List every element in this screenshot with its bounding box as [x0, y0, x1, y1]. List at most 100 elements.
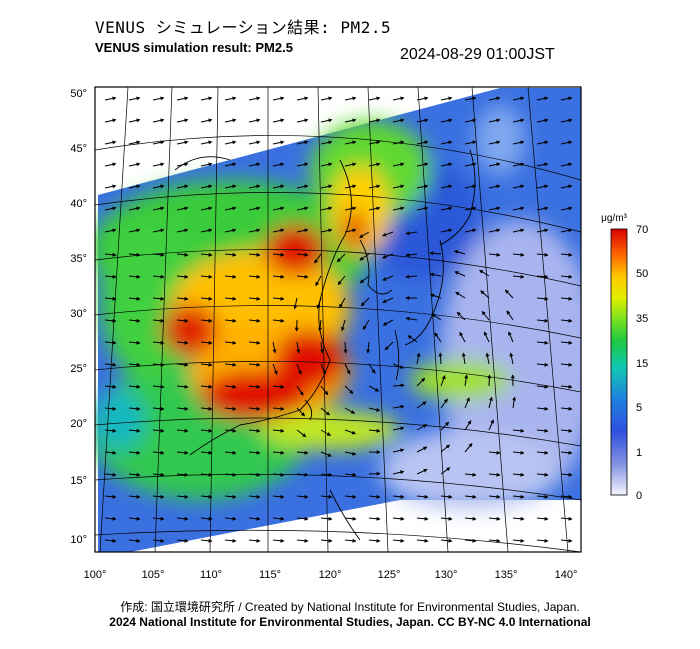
lat-label: 25°	[70, 363, 87, 375]
colorbar-tick: 5	[636, 402, 642, 414]
wind-arrow	[104, 516, 117, 521]
wind-arrow	[272, 118, 285, 123]
wind-arrow	[128, 162, 141, 167]
wind-arrow	[248, 252, 261, 257]
wind-arrow	[314, 253, 322, 264]
wind-arrow	[152, 296, 165, 301]
wind-arrow	[368, 96, 381, 101]
wind-arrow	[104, 318, 117, 323]
wind-arrow	[405, 231, 418, 236]
wind-arrow	[431, 313, 442, 321]
wind-arrow	[320, 184, 333, 189]
wind-arrow	[560, 538, 573, 543]
wind-arrow	[560, 406, 573, 411]
wind-arrow	[152, 362, 165, 367]
wind-arrow	[296, 429, 307, 438]
lat-label: 30°	[70, 308, 87, 320]
wind-arrow	[368, 363, 376, 374]
wind-arrow	[224, 252, 237, 257]
wind-arrow	[536, 384, 549, 389]
wind-arrow	[392, 118, 405, 123]
wind-arrow	[454, 271, 466, 277]
wind-vectors	[104, 96, 573, 543]
wind-arrow	[104, 274, 117, 279]
lon-label: 140°	[555, 569, 578, 581]
wind-arrow	[384, 341, 394, 351]
wind-arrow	[248, 428, 261, 433]
wind-arrow	[176, 472, 189, 477]
wind-arrow	[359, 253, 370, 261]
timestamp-label: 2024-08-29 01:00JST	[400, 46, 555, 63]
wind-arrow	[359, 231, 370, 239]
wind-arrow	[407, 335, 418, 343]
lon-label: 135°	[495, 569, 518, 581]
wind-arrow	[296, 274, 309, 279]
wind-arrow	[128, 274, 141, 279]
wind-arrow	[392, 448, 405, 453]
wind-arrow	[536, 228, 549, 233]
wind-arrow	[176, 228, 189, 233]
wind-arrow	[416, 206, 429, 211]
wind-arrow	[464, 494, 477, 499]
wind-arrow	[508, 331, 514, 343]
wind-arrow	[128, 96, 141, 101]
wind-arrow	[344, 451, 357, 456]
wind-arrow	[296, 516, 309, 521]
wind-arrow	[382, 319, 394, 326]
wind-arrow	[344, 516, 357, 521]
wind-arrow	[128, 472, 141, 477]
wind-arrow	[104, 362, 117, 367]
wind-arrow	[320, 96, 333, 101]
wind-arrow	[512, 162, 525, 167]
wind-arrow	[200, 140, 213, 145]
wind-arrow	[296, 162, 309, 167]
wind-arrow	[152, 538, 165, 543]
wind-arrow	[536, 406, 549, 411]
wind-arrow	[536, 318, 549, 323]
lat-label: 20°	[70, 418, 87, 430]
wind-arrow	[368, 407, 381, 412]
wind-arrow	[368, 385, 380, 392]
wind-arrow	[488, 472, 501, 477]
wind-arrow	[479, 269, 490, 277]
wind-arrow	[536, 296, 549, 301]
wind-arrow	[416, 377, 426, 387]
wind-arrow	[104, 184, 117, 189]
wind-arrow	[416, 401, 427, 409]
wind-arrow	[272, 252, 285, 257]
wind-arrow	[224, 118, 237, 123]
wind-arrow	[320, 363, 326, 375]
wind-arrow	[416, 352, 421, 365]
wind-arrow	[368, 162, 381, 167]
lon-label: 110°	[200, 569, 222, 581]
wind-arrow	[429, 272, 442, 277]
wind-arrow	[296, 494, 309, 499]
wind-arrow	[459, 331, 466, 343]
wind-arrow	[560, 384, 573, 389]
wind-arrow	[368, 140, 381, 145]
wind-arrow	[152, 340, 165, 345]
wind-arrow	[200, 96, 213, 101]
wind-arrow	[416, 494, 429, 499]
colorbar-gradient	[610, 228, 628, 496]
wind-arrow	[488, 162, 501, 167]
wind-arrow	[224, 450, 237, 455]
wind-arrow	[368, 206, 381, 211]
wind-arrow	[200, 538, 213, 543]
wind-arrow	[104, 206, 117, 211]
wind-arrow	[392, 494, 405, 499]
colorbar-tick: 35	[636, 313, 648, 325]
wind-arrow	[104, 118, 117, 123]
wind-arrow	[104, 296, 117, 301]
wind-arrow	[224, 384, 237, 389]
wind-arrow	[224, 296, 237, 301]
wind-arrow	[455, 291, 466, 299]
wind-arrow	[176, 384, 189, 389]
wind-arrow	[176, 118, 189, 123]
lon-label: 120°	[319, 569, 342, 581]
wind-arrow	[272, 450, 285, 455]
wind-arrow	[560, 252, 573, 257]
wind-arrow	[440, 184, 453, 189]
wind-arrow	[315, 275, 322, 287]
wind-arrow	[339, 297, 346, 309]
